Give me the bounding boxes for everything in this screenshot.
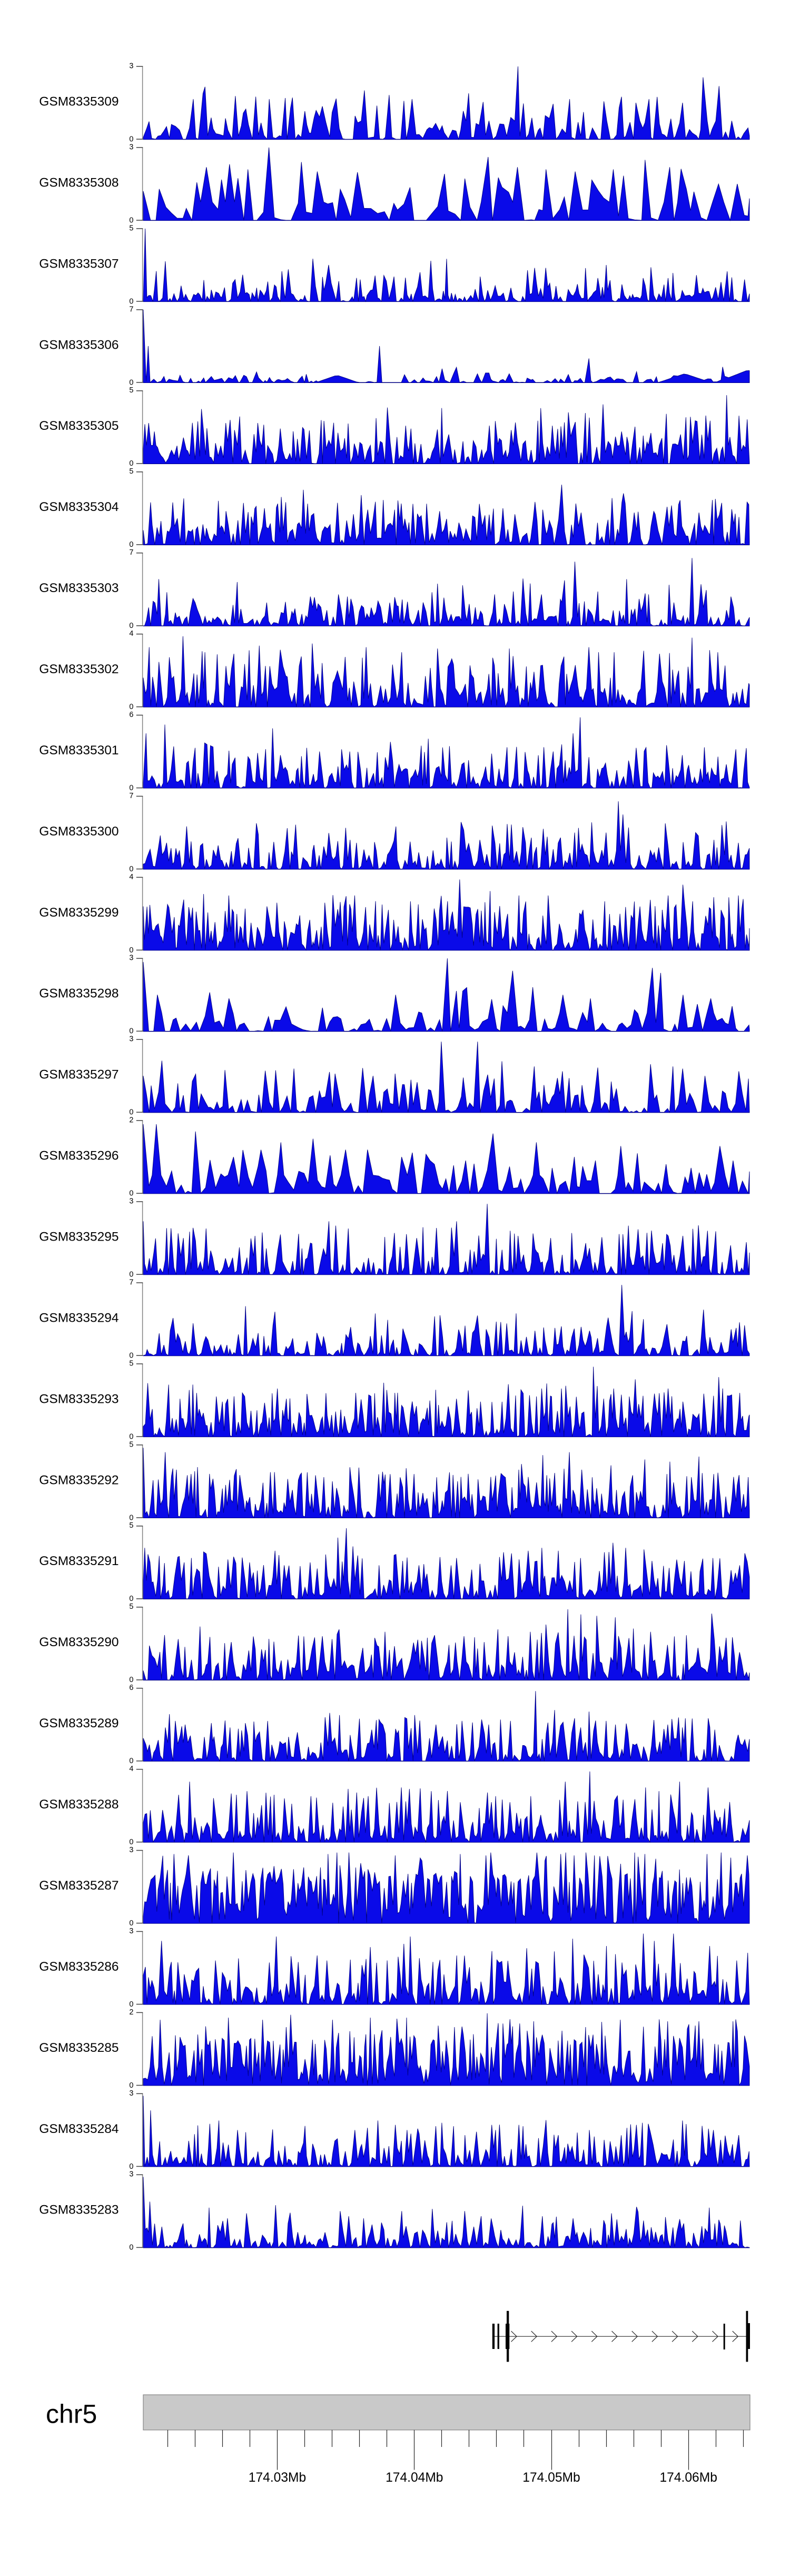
svg-text:chr5: chr5 [46, 2399, 97, 2428]
svg-text:0: 0 [129, 459, 133, 468]
svg-text:7: 7 [129, 548, 133, 557]
svg-text:4: 4 [129, 873, 133, 881]
svg-text:0: 0 [129, 135, 133, 144]
svg-text:GSM8335295: GSM8335295 [39, 1230, 118, 1244]
svg-text:0: 0 [129, 1432, 133, 1441]
svg-text:174.06Mb: 174.06Mb [660, 2471, 717, 2485]
svg-text:4: 4 [129, 630, 133, 638]
svg-text:GSM8335286: GSM8335286 [39, 1960, 118, 1974]
svg-text:0: 0 [129, 378, 133, 387]
svg-text:0: 0 [129, 622, 133, 630]
svg-text:0: 0 [129, 540, 133, 549]
svg-text:3: 3 [129, 1927, 133, 1935]
svg-text:4: 4 [129, 1765, 133, 1773]
svg-text:5: 5 [129, 1359, 133, 1368]
svg-text:5: 5 [129, 224, 133, 232]
svg-text:GSM8335302: GSM8335302 [39, 662, 118, 676]
svg-text:GSM8335297: GSM8335297 [39, 1068, 118, 1082]
svg-text:GSM8335298: GSM8335298 [39, 987, 118, 1001]
svg-text:3: 3 [129, 62, 133, 71]
svg-text:2: 2 [129, 1116, 133, 1125]
svg-text:GSM8335289: GSM8335289 [39, 1716, 118, 1731]
svg-text:GSM8335299: GSM8335299 [39, 906, 118, 920]
svg-text:5: 5 [129, 1440, 133, 1449]
svg-text:GSM8335300: GSM8335300 [39, 824, 118, 839]
svg-text:3: 3 [129, 1846, 133, 1854]
svg-text:6: 6 [129, 711, 133, 719]
svg-text:GSM8335293: GSM8335293 [39, 1392, 118, 1406]
svg-text:3: 3 [129, 143, 133, 151]
svg-text:GSM8335307: GSM8335307 [39, 257, 118, 271]
svg-text:GSM8335305: GSM8335305 [39, 419, 118, 433]
svg-text:5: 5 [129, 1521, 133, 1530]
svg-text:0: 0 [129, 1352, 133, 1360]
svg-text:GSM8335288: GSM8335288 [39, 1797, 118, 1812]
svg-text:7: 7 [129, 792, 133, 800]
svg-text:6: 6 [129, 1684, 133, 1692]
svg-text:GSM8335301: GSM8335301 [39, 743, 118, 758]
svg-text:0: 0 [129, 1513, 133, 1522]
svg-text:0: 0 [129, 703, 133, 711]
svg-text:GSM8335294: GSM8335294 [39, 1311, 118, 1325]
svg-text:174.04Mb: 174.04Mb [386, 2471, 443, 2485]
svg-text:0: 0 [129, 2244, 133, 2252]
svg-text:3: 3 [129, 2089, 133, 2098]
svg-text:GSM8335284: GSM8335284 [39, 2122, 118, 2136]
svg-text:0: 0 [129, 1027, 133, 1036]
svg-text:0: 0 [129, 946, 133, 955]
svg-text:0: 0 [129, 1595, 133, 1603]
svg-text:0: 0 [129, 1919, 133, 1928]
svg-text:5: 5 [129, 1602, 133, 1611]
svg-text:0: 0 [129, 1108, 133, 1117]
svg-text:7: 7 [129, 305, 133, 313]
svg-text:GSM8335306: GSM8335306 [39, 338, 118, 352]
svg-text:3: 3 [129, 1197, 133, 1206]
svg-text:0: 0 [129, 865, 133, 873]
svg-text:174.03Mb: 174.03Mb [249, 2471, 306, 2485]
svg-text:0: 0 [129, 1189, 133, 1198]
svg-text:GSM8335309: GSM8335309 [39, 95, 118, 109]
svg-text:3: 3 [129, 954, 133, 962]
svg-text:GSM8335283: GSM8335283 [39, 2203, 118, 2217]
svg-text:0: 0 [129, 2162, 133, 2171]
svg-text:GSM8335303: GSM8335303 [39, 581, 118, 595]
svg-text:0: 0 [129, 1838, 133, 1846]
svg-text:3: 3 [129, 2170, 133, 2179]
svg-text:5: 5 [129, 386, 133, 395]
svg-text:5: 5 [129, 467, 133, 476]
svg-text:7: 7 [129, 1279, 133, 1287]
svg-text:3: 3 [129, 1035, 133, 1044]
svg-text:GSM8335285: GSM8335285 [39, 2041, 118, 2055]
svg-text:GSM8335290: GSM8335290 [39, 1635, 118, 1649]
svg-text:0: 0 [129, 784, 133, 792]
svg-text:GSM8335292: GSM8335292 [39, 1473, 118, 1487]
svg-text:0: 0 [129, 297, 133, 306]
svg-text:0: 0 [129, 1271, 133, 1279]
svg-text:2: 2 [129, 2008, 133, 2017]
svg-text:0: 0 [129, 2081, 133, 2090]
svg-text:0: 0 [129, 2000, 133, 2009]
svg-text:GSM8335296: GSM8335296 [39, 1149, 118, 1163]
svg-text:GSM8335291: GSM8335291 [39, 1554, 118, 1568]
svg-text:GSM8335287: GSM8335287 [39, 1879, 118, 1893]
svg-text:GSM8335304: GSM8335304 [39, 500, 118, 514]
svg-text:0: 0 [129, 1757, 133, 1765]
svg-text:0: 0 [129, 1676, 133, 1684]
svg-text:GSM8335308: GSM8335308 [39, 175, 118, 190]
svg-text:174.05Mb: 174.05Mb [522, 2471, 580, 2485]
svg-text:0: 0 [129, 216, 133, 224]
